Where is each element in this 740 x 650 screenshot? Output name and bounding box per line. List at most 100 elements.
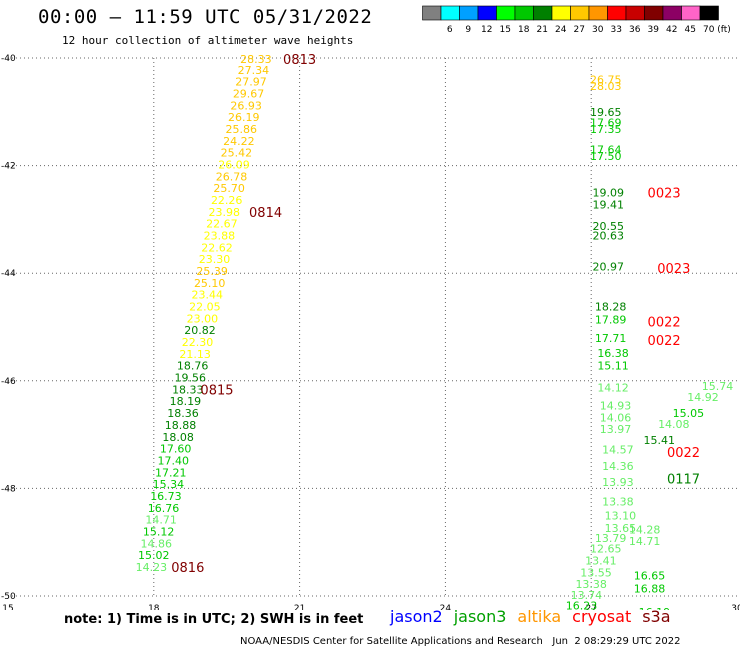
scale-unit: (ft) (717, 25, 730, 35)
legend-cryosat: cryosat (572, 607, 632, 626)
swh-value: 13.55 (580, 566, 612, 579)
swh-value: 15.41 (643, 434, 675, 447)
swh-value: 14.12 (597, 381, 629, 394)
swh-value: 16.38 (597, 347, 629, 360)
swh-value: 15.11 (597, 360, 629, 373)
pass-time-label: 0816 (171, 561, 204, 576)
x-tick-label: 15 (2, 604, 13, 610)
swh-value: 22.05 (189, 301, 221, 314)
swh-value: 21.13 (179, 348, 211, 361)
swh-value: 27.97 (235, 76, 267, 89)
y-tick-label: -50 (1, 592, 16, 602)
y-tick-label: -42 (1, 162, 16, 172)
swh-value: 22.30 (182, 336, 214, 349)
swh-value: 14.23 (136, 561, 168, 574)
swh-value: 17.60 (160, 443, 192, 456)
swh-value: 18.19 (170, 395, 202, 408)
swh-value: 14.71 (629, 535, 661, 548)
footer-credit: NOAA/NESDIS Center for Satellite Applica… (240, 636, 681, 647)
pass-time-label: 0814 (249, 206, 282, 221)
swh-value: 25.10 (194, 277, 226, 290)
scale-label: 24 (555, 25, 567, 35)
swh-value: 25.39 (196, 265, 228, 278)
swh-value: 23.88 (204, 230, 236, 243)
pass-time-label: 0813 (283, 53, 316, 68)
swh-value: 16.73 (150, 490, 182, 503)
y-tick-label: -40 (1, 54, 16, 64)
swh-value: 17.50 (590, 150, 622, 163)
swh-value: 14.06 (600, 411, 632, 424)
swh-value: 20.55 (592, 220, 624, 233)
swh-value: 28.03 (590, 80, 622, 93)
swh-value: 13.38 (575, 578, 607, 591)
scale-label: 21 (537, 25, 548, 35)
swh-value: 26.19 (228, 111, 260, 124)
y-tick-label: -44 (1, 269, 16, 279)
pass-time-label: 0117 (667, 473, 700, 488)
swh-value: 25.86 (226, 123, 258, 136)
scale-label: 6 (447, 25, 453, 35)
swh-value: 28.33 (240, 53, 272, 66)
swh-value: 13.79 (595, 532, 627, 545)
swh-value: 16.19 (639, 606, 671, 610)
swh-value: 16.65 (634, 570, 666, 583)
swh-value: 19.56 (175, 372, 207, 385)
swh-value: 20.97 (592, 261, 624, 274)
swh-value: 18.33 (172, 383, 204, 396)
swh-value: 14.86 (140, 537, 172, 550)
chart-subtitle: 12 hour collection of altimeter wave hei… (62, 34, 354, 47)
swh-value: 17.21 (155, 466, 187, 479)
swh-value: 17.40 (157, 454, 189, 467)
swh-value: 20.63 (592, 230, 624, 243)
pass-time-label: 0022 (648, 334, 681, 349)
swh-value: 18.28 (595, 301, 627, 314)
swh-value: 18.36 (167, 407, 199, 420)
scale-label: 36 (629, 25, 641, 35)
color-scale-legend: 6 9 12 15 18 21 24 27 30 33 36 39 42 45 70 (ft) (422, 5, 730, 35)
swh-value: 27.34 (238, 64, 270, 77)
swh-value: 19.65 (590, 106, 622, 119)
swh-value: 17.89 (595, 313, 627, 326)
footer-note: note: 1) Time is in UTC; 2) SWH is in fe… (64, 612, 364, 627)
legend-jason3: jason3 (453, 607, 507, 626)
swh-value: 17.69 (590, 117, 622, 130)
scale-label: 33 (611, 25, 622, 35)
scale-label: 45 (685, 25, 696, 35)
x-tick-label: 27 (585, 604, 596, 610)
scale-label: 15 (500, 25, 511, 35)
swh-value: 15.02 (138, 549, 170, 562)
x-tick-label: 24 (440, 604, 452, 610)
swh-value: 26.09 (218, 159, 250, 172)
swh-value: 16.88 (634, 582, 666, 595)
swh-value: 13.38 (602, 495, 634, 508)
scale-label: 70 (703, 25, 715, 35)
pass-time-label: 0022 (667, 446, 700, 461)
swh-value: 19.41 (592, 198, 624, 211)
swh-value: 24.22 (223, 135, 255, 148)
satellite-legend: jason2 jason3 altika cryosat s3a (390, 607, 682, 626)
swh-value: 12.65 (590, 543, 622, 556)
swh-value: 29.67 (233, 88, 265, 101)
pass-time-label: 0815 (200, 383, 233, 398)
swh-value: 16.23 (566, 600, 598, 610)
swh-value: 18.08 (162, 431, 194, 444)
pass-time-label: 0023 (657, 262, 690, 277)
swh-value: 25.42 (221, 147, 253, 160)
chart-title: 00:00 – 11:59 UTC 05/31/2022 (38, 6, 373, 28)
legend-altika: altika (517, 607, 562, 626)
y-tick-label: -48 (1, 484, 16, 494)
x-tick-label: 30 (731, 604, 740, 610)
swh-value: 13.10 (605, 509, 637, 522)
swh-value: 26.93 (230, 99, 262, 112)
swh-value: 26.75 (590, 74, 622, 87)
x-tick-label: 21 (294, 604, 305, 610)
swh-value: 15.74 (702, 380, 734, 393)
swh-value: 13.74 (571, 589, 603, 602)
scale-label: 12 (481, 25, 492, 35)
swh-value: 14.36 (602, 460, 634, 473)
swh-value: 14.28 (629, 523, 661, 536)
swh-value: 17.64 (590, 143, 622, 156)
swh-value: 15.34 (153, 478, 185, 491)
swh-value: 15.05 (673, 407, 705, 420)
swh-value: 14.57 (602, 444, 634, 457)
